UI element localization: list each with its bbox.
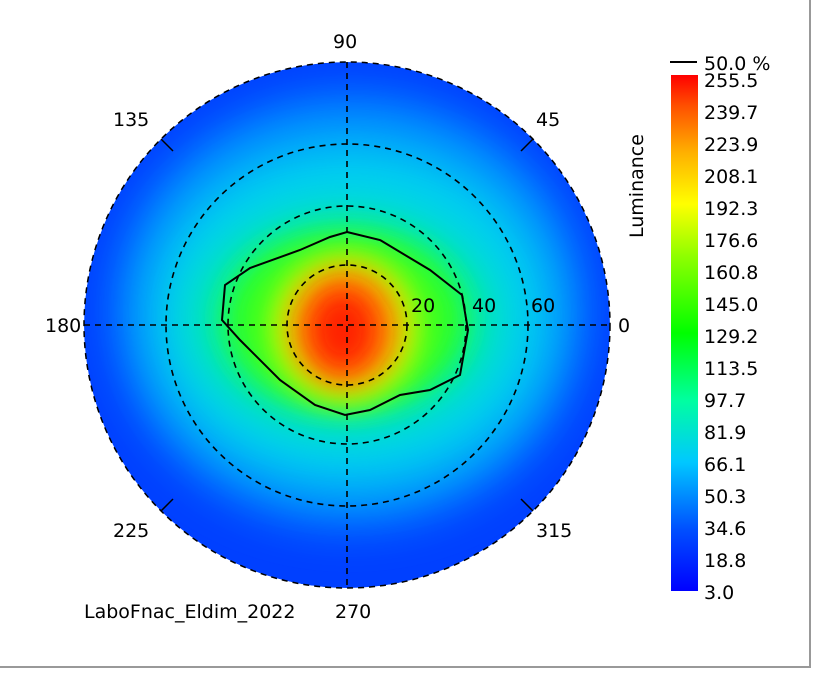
colorbar-tick-label: 160.8 (704, 262, 758, 284)
caption: LaboFnac_Eldim_2022 (84, 601, 295, 623)
radial-label-40: 40 (472, 295, 496, 317)
angle-label-90: 90 (333, 31, 357, 53)
radial-label-20: 20 (411, 295, 435, 317)
colorbar-tick-label: 255.5 (704, 70, 758, 92)
angle-label-135: 135 (113, 109, 149, 131)
angle-label-0: 0 (618, 315, 630, 337)
colorbar-ticks: 255.5 239.7 223.9 208.1 192.3 176.6 160.8 145.0… (704, 70, 758, 604)
colorbar-tick-label: 208.1 (704, 166, 758, 188)
outer-ring (83, 61, 611, 589)
contour-legend-label: 50.0 % (704, 53, 770, 75)
angle-label-270: 270 (335, 601, 371, 623)
angle-label-45: 45 (536, 109, 560, 131)
diagonal-ticks (160, 138, 534, 512)
colorbar-tick-label: 34.6 (704, 518, 746, 540)
colorbar-tick-label: 145.0 (704, 294, 758, 316)
colorbar-tick-label: 192.3 (704, 198, 758, 220)
colorbar-tick-label: 176.6 (704, 230, 758, 252)
colorbar-tick-label: 81.9 (704, 422, 746, 444)
grid (84, 62, 610, 588)
radial-label-60: 60 (531, 295, 555, 317)
angle-label-225: 225 (113, 520, 149, 542)
colorbar-tick-label: 66.1 (704, 454, 746, 476)
colorbar-tick-label: 239.7 (704, 102, 758, 124)
colorbar-tick-label: 50.3 (704, 486, 746, 508)
colorbar-tick-label: 223.9 (704, 134, 758, 156)
colorbar (671, 75, 698, 591)
colorbar-tick-label: 3.0 (704, 582, 734, 604)
colorbar-label: Luminance (626, 134, 648, 238)
angle-label-180: 180 (45, 315, 81, 337)
colorbar-tick-label: 113.5 (704, 358, 758, 380)
colorbar-tick-label: 97.7 (704, 390, 746, 412)
colorbar-tick-label: 129.2 (704, 326, 758, 348)
angle-label-315: 315 (536, 520, 572, 542)
colorbar-tick-label: 18.8 (704, 550, 746, 572)
heatmap (84, 62, 610, 588)
